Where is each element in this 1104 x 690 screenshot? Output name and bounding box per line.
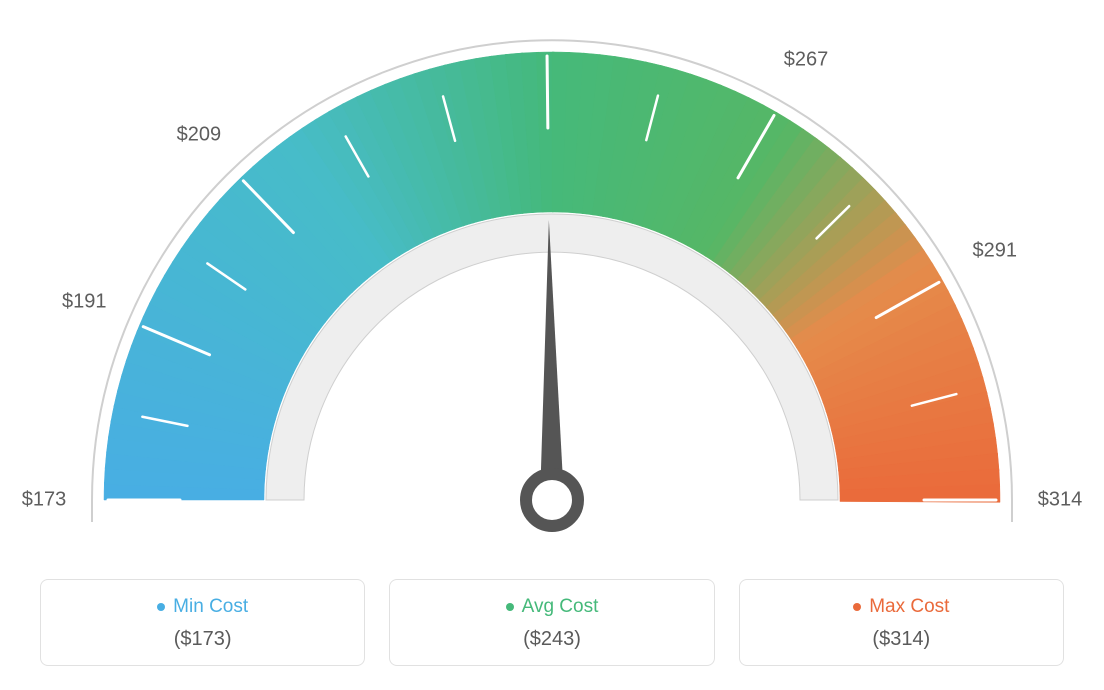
gauge-svg bbox=[0, 0, 1104, 560]
gauge-tick-label: $314 bbox=[1038, 489, 1083, 512]
legend-dot-avg bbox=[506, 603, 514, 611]
legend-value-max: ($314) bbox=[752, 628, 1051, 651]
legend-title-avg: Avg Cost bbox=[506, 596, 599, 618]
legend-card-avg: Avg Cost ($243) bbox=[389, 579, 714, 666]
gauge-tick-label: $243 bbox=[524, 0, 569, 4]
legend-dot-min bbox=[157, 603, 165, 611]
gauge-tick-label: $209 bbox=[177, 123, 222, 146]
legend-title-min: Min Cost bbox=[157, 596, 248, 618]
legend-value-avg: ($243) bbox=[402, 628, 701, 651]
gauge-chart: $173 $191 $209 $243 $267 $291 $314 bbox=[0, 0, 1104, 560]
legend-card-min: Min Cost ($173) bbox=[40, 579, 365, 666]
legend-title-max: Max Cost bbox=[853, 596, 949, 618]
gauge-tick-label: $291 bbox=[972, 239, 1017, 262]
gauge-tick-label: $173 bbox=[22, 489, 67, 512]
legend-card-max: Max Cost ($314) bbox=[739, 579, 1064, 666]
gauge-tick-label: $191 bbox=[62, 290, 107, 313]
legend-title-max-text: Max Cost bbox=[869, 596, 949, 618]
legend-title-avg-text: Avg Cost bbox=[522, 596, 599, 618]
legend-dot-max bbox=[853, 603, 861, 611]
gauge-tick-label: $267 bbox=[784, 49, 829, 72]
legend-row: Min Cost ($173) Avg Cost ($243) Max Cost… bbox=[40, 579, 1064, 666]
legend-value-min: ($173) bbox=[53, 628, 352, 651]
legend-title-min-text: Min Cost bbox=[173, 596, 248, 618]
